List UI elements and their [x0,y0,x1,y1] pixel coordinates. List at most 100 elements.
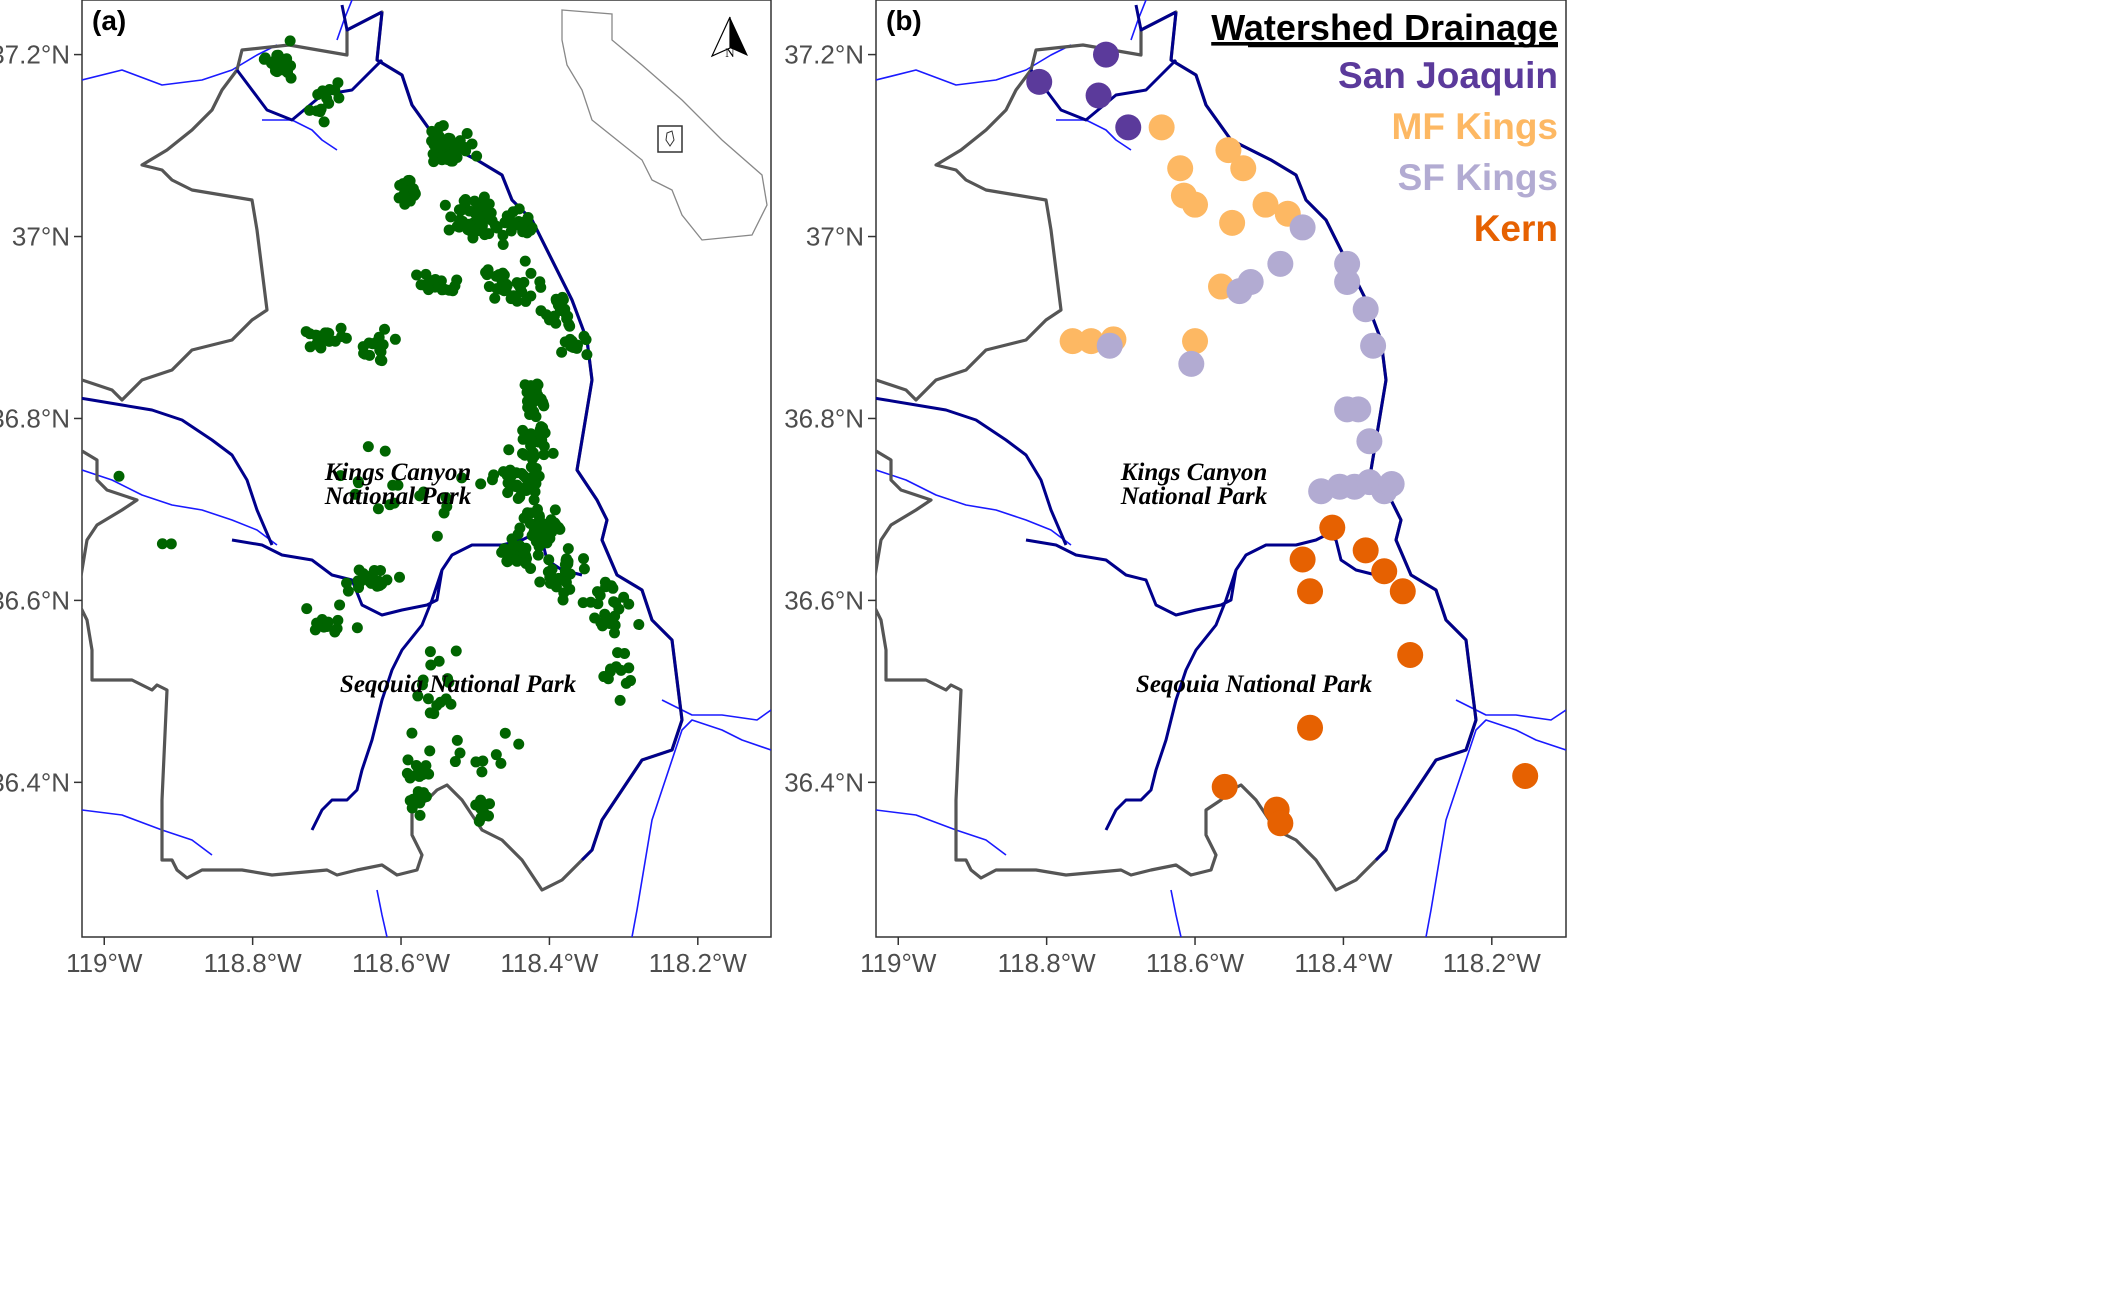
lake-point [321,327,333,339]
lake-point [439,199,451,211]
watershed-point [1371,558,1398,585]
lake-point [495,757,507,769]
lake-point [476,766,488,778]
lake-point [525,461,537,473]
lake-point [623,662,635,674]
lake-point [156,538,168,550]
y-tick-label: 36.6°N [784,585,864,615]
lake-point [513,738,525,750]
lake-point [375,346,387,358]
lake-point [379,445,391,457]
lake-point [259,52,271,64]
lake-point [304,328,316,340]
lake-point [384,499,396,511]
lake-point [329,84,341,96]
lake-point [497,238,509,250]
panel-a-label: (a) [92,5,126,36]
lake-point [490,749,502,761]
lake-point [541,519,553,531]
x-tick-label: 119°W [860,948,937,978]
lake-point [411,269,423,281]
lake-point [412,690,424,702]
lake-point [520,295,532,307]
lake-point [435,139,447,151]
y-tick-label: 36.6°N [0,585,70,615]
lake-point [525,562,537,574]
x-tick-label: 118.8°W [998,948,1097,978]
lake-point [500,284,512,296]
lake-point [531,521,543,533]
watershed-point [1334,250,1361,277]
y-tick-label: 36.4°N [784,767,864,797]
x-tick-label: 118.4°W [1294,948,1393,978]
y-tick-label: 37.2°N [0,40,70,70]
x-tick-label: 118.6°W [352,948,451,978]
watershed-point [1178,350,1205,377]
lake-point [528,470,540,482]
lake-point [334,599,346,611]
watershed-point [1297,578,1324,605]
lake-point [532,549,544,561]
lake-point [454,747,466,759]
lake-point [578,553,590,565]
panel-b-frame [875,0,1567,938]
lake-point [435,151,447,163]
lake-point [607,582,619,594]
sequoia-label: Seqouia National Park [340,671,577,698]
lake-point [623,598,635,610]
lake-point [321,92,333,104]
lake-point [546,563,558,575]
watershed-point [1167,155,1194,182]
lake-point [376,355,388,367]
lake-point [353,582,365,594]
north-arrow-icon: N [710,16,748,60]
lake-point [503,444,515,456]
lake-point [443,676,455,688]
lake-point [502,487,514,499]
lake-point [393,571,405,583]
lake-point [314,106,326,118]
lake-point [519,255,531,267]
lake-point [437,120,449,132]
lake-point [404,195,416,207]
lake-point [557,594,569,606]
lake-point [451,734,463,746]
watershed-point [1182,328,1209,355]
watershed-point [1334,269,1361,296]
lake-point [424,646,436,658]
lake-point [608,596,620,608]
lake-point [499,727,511,739]
lake-point [463,205,475,217]
lake-point [414,809,426,821]
inset-extent-box [657,125,683,153]
y-tick-label: 37.2°N [784,40,864,70]
north-arrow-letter: N [725,45,735,60]
panel-b-label: (b) [886,5,922,36]
lake-point [483,281,495,293]
lake-point [284,35,296,47]
lake-point [450,645,462,657]
panel-b: (b) Kings Canyon National Park Seqouia N… [875,0,1567,938]
lake-point [514,522,526,534]
lake-point [312,89,324,101]
x-tick-label: 118.8°W [204,948,303,978]
lake-point [502,556,514,568]
watershed-point [1211,773,1238,800]
lake-point [552,299,564,311]
lake-point [619,648,631,660]
watershed-point [1512,762,1539,789]
lake-point [525,428,537,440]
lake-point [488,469,500,481]
watershed-point [1297,714,1324,741]
lake-point [519,379,531,391]
lake-point [480,266,492,278]
lake-point [445,211,457,223]
watershed-point [1252,191,1279,218]
watershed-point [1352,296,1379,323]
y-tick-label: 37°N [12,222,70,252]
lake-point [443,224,455,236]
watershed-boundary-a [82,3,684,862]
lake-point [466,138,478,150]
lake-point [614,694,626,706]
lake-point [362,441,374,453]
